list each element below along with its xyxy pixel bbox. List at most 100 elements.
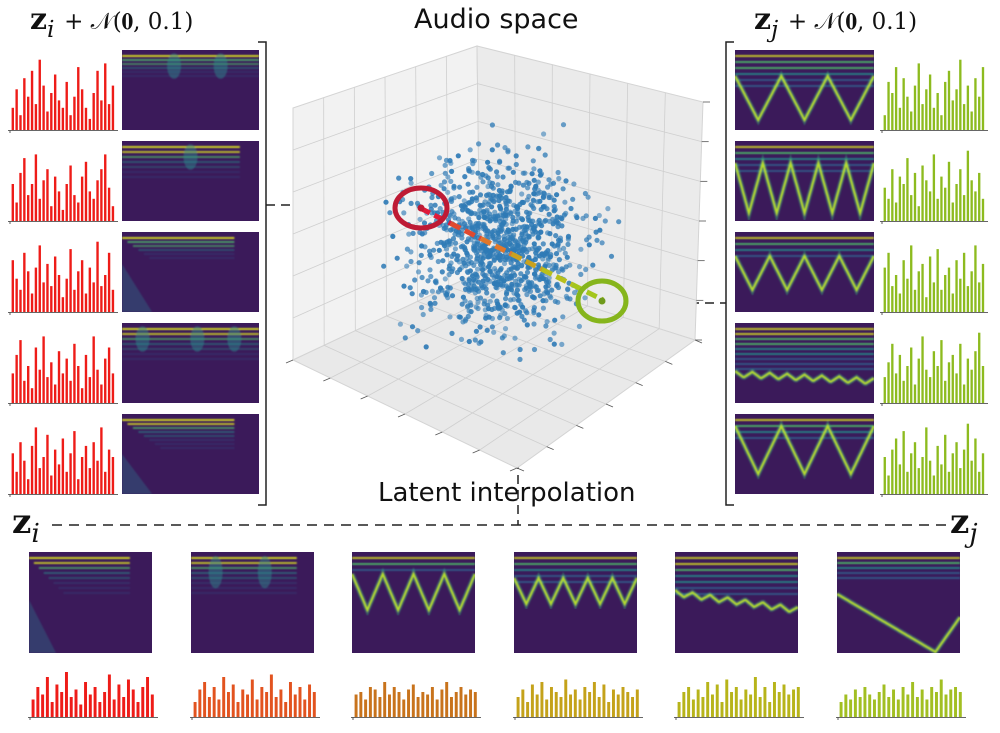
interp-bar-chart-5	[674, 677, 804, 720]
bar	[212, 687, 216, 717]
data-point	[553, 251, 560, 257]
data-point	[498, 265, 504, 272]
data-point	[484, 231, 490, 237]
bar	[60, 692, 64, 717]
data-point	[540, 194, 547, 200]
bar	[19, 172, 22, 221]
data-point	[531, 321, 537, 327]
bar	[894, 202, 898, 221]
data-point	[457, 267, 463, 273]
bar	[516, 697, 520, 717]
bar	[359, 692, 363, 717]
data-point	[542, 152, 548, 158]
bar	[758, 697, 762, 717]
bar	[117, 684, 121, 717]
bar	[947, 362, 951, 403]
bar	[107, 347, 111, 403]
bar	[970, 271, 973, 312]
bar	[932, 351, 936, 403]
bar	[41, 694, 45, 717]
bar	[27, 195, 30, 221]
data-point	[410, 230, 416, 236]
bar	[544, 699, 548, 717]
interp-start-label: zi	[12, 502, 40, 550]
data-point	[465, 209, 471, 215]
interpolation-segment	[571, 282, 605, 303]
bar	[777, 692, 781, 717]
data-point	[484, 192, 490, 198]
bar	[221, 677, 225, 717]
interpolation-segment	[510, 251, 544, 272]
bar	[100, 169, 103, 221]
bar	[962, 104, 966, 130]
bar	[36, 687, 40, 717]
data-point	[404, 263, 410, 269]
left-spectrogram-1	[122, 50, 259, 130]
bar	[978, 282, 981, 312]
bar	[901, 687, 905, 717]
bar	[910, 682, 914, 717]
bar	[936, 249, 939, 312]
bar	[970, 180, 973, 221]
data-point	[546, 177, 552, 183]
bar	[57, 464, 61, 494]
bar	[259, 687, 263, 717]
data-point	[578, 271, 584, 277]
data-point	[531, 166, 537, 172]
data-point	[496, 234, 502, 240]
bar	[88, 694, 92, 717]
data-point	[489, 272, 495, 278]
bar	[962, 384, 966, 403]
data-point	[554, 214, 560, 220]
data-point	[466, 288, 472, 294]
bar	[921, 336, 924, 403]
bar	[23, 460, 26, 494]
bar	[50, 93, 53, 130]
data-point	[510, 218, 516, 224]
data-point	[489, 229, 495, 235]
data-point	[449, 293, 456, 299]
interpolation-segment	[449, 221, 483, 241]
bar	[449, 697, 453, 717]
data-point	[531, 310, 537, 316]
bar	[734, 687, 738, 717]
data-point	[526, 234, 532, 240]
data-point	[502, 326, 509, 332]
bar	[111, 206, 115, 221]
data-point	[477, 295, 484, 301]
data-point	[508, 183, 514, 189]
data-point	[487, 298, 493, 304]
data-point	[586, 242, 592, 248]
data-point	[447, 158, 453, 164]
bar	[38, 468, 41, 494]
data-point	[442, 170, 448, 176]
bar	[421, 692, 425, 717]
bar	[739, 699, 743, 717]
bar	[906, 366, 909, 403]
data-point	[554, 281, 560, 287]
bar	[464, 694, 468, 717]
data-point	[538, 206, 544, 213]
data-point	[444, 227, 450, 233]
bar	[141, 687, 145, 717]
interp-bar-chart-3	[351, 682, 481, 720]
data-point	[514, 291, 520, 297]
bar	[573, 689, 577, 717]
data-point	[555, 299, 561, 305]
bar	[397, 692, 401, 717]
data-point	[427, 248, 433, 254]
data-point	[452, 215, 458, 221]
bar	[104, 154, 107, 221]
bar	[867, 694, 871, 717]
data-point	[445, 189, 451, 195]
bar	[23, 252, 26, 312]
bar	[839, 702, 843, 717]
data-point	[582, 295, 588, 301]
interpolation-path	[392, 185, 629, 324]
data-point	[523, 308, 529, 314]
right-bar-chart-2	[880, 150, 988, 224]
data-point	[433, 278, 439, 284]
bar	[978, 471, 981, 494]
left-bar-chart-5	[8, 427, 118, 497]
data-point	[556, 269, 562, 275]
